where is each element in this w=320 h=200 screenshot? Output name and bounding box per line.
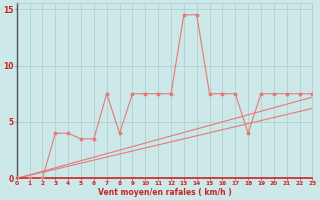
X-axis label: Vent moyen/en rafales ( km/h ): Vent moyen/en rafales ( km/h ) — [98, 188, 231, 197]
